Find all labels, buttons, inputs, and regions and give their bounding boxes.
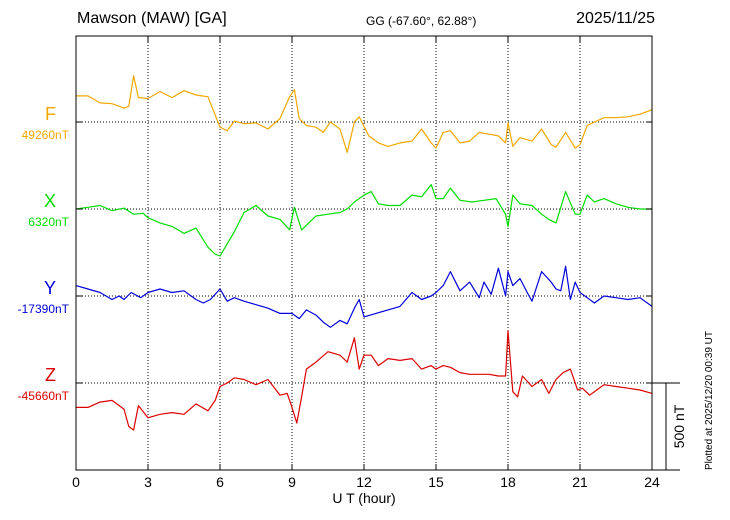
station-coordinates: GG (-67.60°, 62.88°) <box>366 14 477 28</box>
x-tick-label: 6 <box>216 474 224 490</box>
series-line-y <box>75 265 653 328</box>
chart-date: 2025/11/25 <box>576 10 655 27</box>
scale-bar-label: 500 nT <box>671 404 687 448</box>
series-line-f <box>76 75 653 153</box>
x-tick-label: 21 <box>572 474 588 490</box>
component-label-z: Z <box>45 365 56 385</box>
baseline-label-f: 49260nT <box>22 128 70 142</box>
x-axis-label: U T (hour) <box>332 490 395 506</box>
baseline-label-y: -17390nT <box>18 302 70 316</box>
station-title: Mawson (MAW) [GA] <box>77 10 227 27</box>
series-line-z <box>76 330 653 431</box>
x-tick-label: 12 <box>356 474 372 490</box>
x-tick-label: 24 <box>644 474 660 490</box>
baseline-label-z: -45660nT <box>18 389 70 403</box>
series-line-x <box>75 184 652 257</box>
component-label-y: Y <box>44 278 56 298</box>
plotted-timestamp: Plotted at 2025/12/20 00:39 UT <box>704 331 715 470</box>
component-label-x: X <box>44 191 56 211</box>
x-tick-label: 0 <box>72 474 80 490</box>
x-tick-label: 18 <box>500 474 516 490</box>
x-tick-label: 15 <box>428 474 444 490</box>
x-tick-label: 3 <box>144 474 152 490</box>
component-label-f: F <box>45 104 56 124</box>
baseline-label-x: 6320nT <box>28 215 69 229</box>
x-tick-label: 9 <box>288 474 296 490</box>
